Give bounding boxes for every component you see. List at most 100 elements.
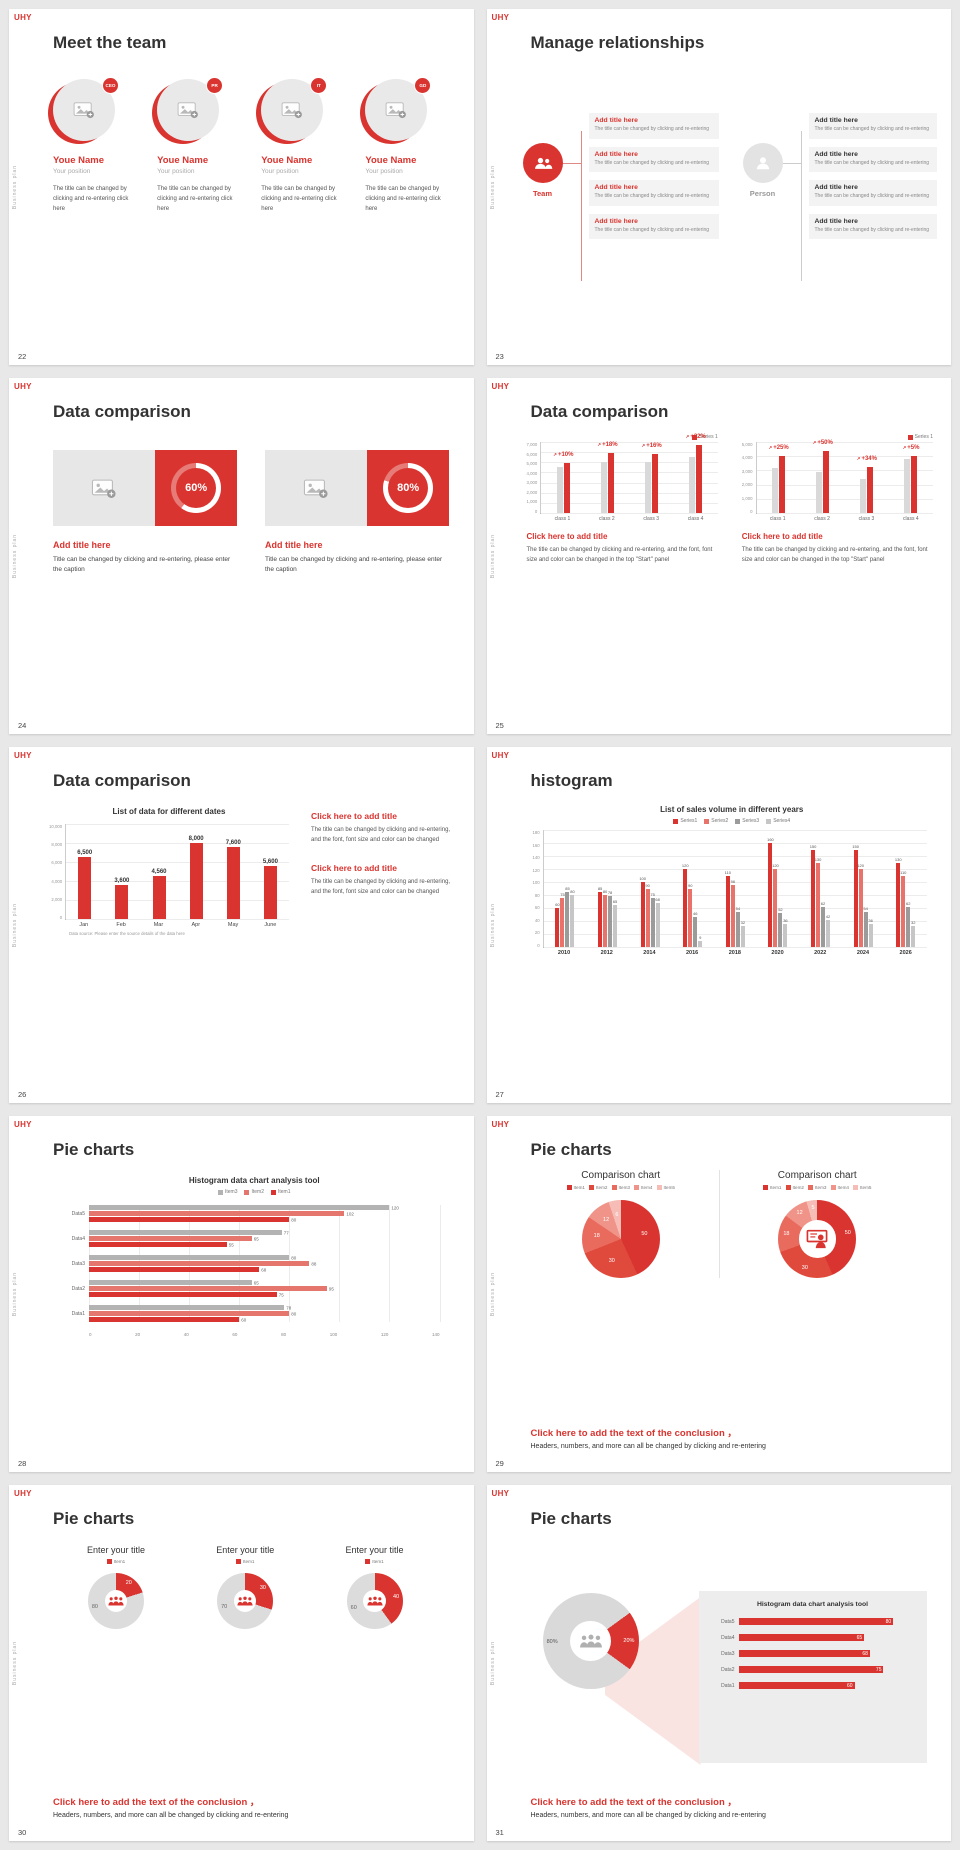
bar-label: 54 [863,905,868,911]
slide-27-histogram[interactable]: UHY Business plan histogram List of sale… [486,747,951,1103]
slide-29-pie-charts[interactable]: UHY Business plan Pie charts Comparison … [486,1116,951,1472]
bar-label: 80 [291,1217,297,1222]
bar: 60 [89,1317,246,1322]
data-card: 60% Add title here Title can be changed … [53,450,237,576]
bar [867,467,874,513]
y-axis: 180 160 140 120 100 80 60 40 20 0 [532,830,540,948]
bar-label: 120 [681,863,689,868]
block-body: The title can be changed by clicking and… [311,827,451,843]
slide-title: Pie charts [530,1140,612,1159]
relation-item: Add title here The title can be changed … [588,213,719,239]
bar-group: 85 80 78 65 [586,830,629,947]
legend-item: Item2 [589,1185,608,1190]
conclusion-heading: Click here to add the text of the conclu… [53,1797,260,1808]
member-description: The title can be changed by clicking and… [365,186,441,213]
bar-label: 4,560 [151,868,167,875]
bar-label: 100 [639,876,646,881]
gridline [543,908,927,909]
gridline [543,855,927,857]
slide-title: Data comparison [53,402,191,421]
slide-title: Pie charts [53,1140,135,1159]
chart-legend: Series 1 [742,434,933,440]
gridline [756,442,933,443]
slide-26-data-comparison[interactable]: UHY Business plan Data comparison List o… [9,747,474,1103]
uhy-logo: UHY [491,751,510,760]
relation-item: Add title here The title can be changed … [588,113,719,139]
bar: 88 [89,1261,316,1266]
legend-item: Item1 [271,1189,291,1195]
slide-25-data-comparison[interactable]: UHY Business plan Data comparison Series… [486,378,951,734]
slide-23-manage-relationships[interactable]: UHY Business plan Manage relationships T… [486,9,951,365]
bar-label: 80 [885,1618,892,1625]
progress-panel: 60% [155,450,237,526]
legend-item: Item2 [244,1189,264,1195]
pie-chart: 50 30 18 12 6 [581,1200,660,1278]
people-icon [534,157,552,169]
bar [563,462,570,513]
chart-title: List of data for different dates [112,807,226,816]
bar: 80 [570,889,575,947]
bar: 65 [89,1280,259,1285]
growth-annotation: ↗+25% [768,445,789,452]
bar-label: 32 [740,920,746,926]
item-title: Add title here [594,217,638,225]
bar: 46 [693,911,697,947]
gridline [541,442,718,443]
bar: 7,600 [226,840,241,919]
group-icon [579,1634,602,1648]
bar-label: 32 [910,920,916,926]
slice-label: 6 [615,1212,619,1219]
image-placeholder-icon [177,102,199,119]
bar-group: 5,600 [252,824,289,919]
slide-31-pie-charts[interactable]: UHY Business plan Pie charts 20% 80% Hist… [486,1485,951,1841]
bar-row: Data4 77 65 55 [61,1230,440,1247]
bar-label: 5,600 [262,858,278,865]
bar: 120 [772,863,779,947]
slide-22-meet-the-team[interactable]: UHY Business plan Meet the team CEO Youe… [9,9,474,365]
chart-legend: Item1 [57,1559,175,1564]
slide-title: Manage relationships [530,33,705,52]
legend-item: Item1 [236,1559,255,1564]
slice-label: 18 [593,1233,600,1240]
connector-line [800,131,802,281]
slide-28-pie-charts[interactable]: UHY Business plan Pie charts Histogram d… [9,1116,474,1472]
slice-label: 12 [603,1216,610,1223]
person-node: Person [742,143,783,198]
block-body: The title can be changed by clicking and… [741,547,928,563]
gridline [756,498,933,500]
bar: 55 [89,1242,234,1247]
bar-label: 85 [565,885,570,891]
bar-row: Data3 68 [713,1650,913,1657]
bar-label: 54 [735,905,741,911]
bar: 90 [688,883,692,947]
image-placeholder-icon [92,479,116,498]
slide-30-pie-charts[interactable]: UHY Business plan Pie charts Enter your … [9,1485,474,1841]
bar: 80 [89,1311,296,1316]
pie-chart-block: Comparison chart Item1 Item2 Item3 Item4 Ite… [523,1170,719,1278]
bar [823,451,830,513]
group-icon [237,1596,253,1606]
legend-item: Item4 [830,1185,849,1190]
bar: 54 [736,906,740,947]
bar-group: 4,560 [140,824,177,919]
donut-hole [798,1220,836,1258]
role-badge: PR [206,77,224,94]
bar-group: ↗+10% [541,442,585,513]
presenter-icon [806,1229,828,1249]
team-row: CEO Youe Name Your position The title ca… [48,77,456,215]
growth-annotation: ↗+5% [902,445,920,452]
team-member: GD Youe Name Your position The title can… [360,77,455,215]
gridline [66,824,289,825]
uhy-logo: UHY [491,382,510,391]
slice-label: 50 [641,1230,648,1237]
bar: 120 [857,863,864,947]
gridline [756,470,933,472]
donut-block: Enter your title Item1 40 60 [316,1545,434,1629]
bar-row: Data4 65 [713,1634,913,1641]
bar-label: 75 [560,892,565,898]
chart-legend: Series 1 [527,434,718,440]
gridline [541,513,718,514]
bar: 68 [738,1650,870,1657]
slide-24-data-comparison[interactable]: UHY Business plan Data comparison 60% Ad… [9,378,474,734]
bar-group: 150 120 54 36 [842,830,885,947]
